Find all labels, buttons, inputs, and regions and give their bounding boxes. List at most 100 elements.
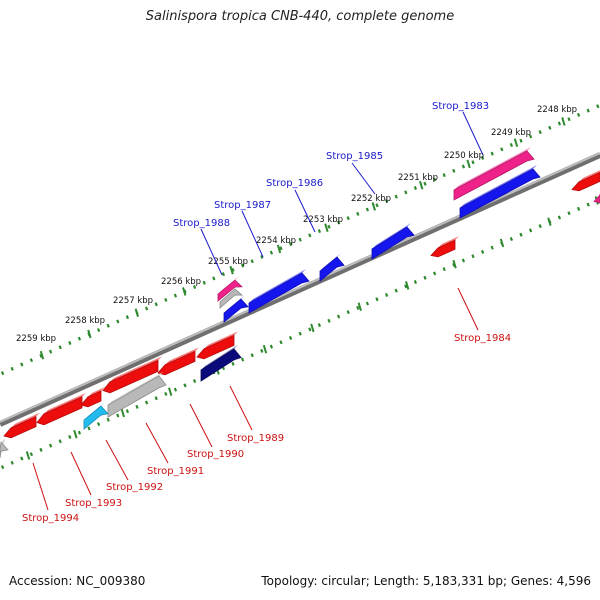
gene-arrow-top [454, 146, 531, 190]
gene-strop-1990-red[interactable] [196, 331, 238, 360]
gene-arrow-body [81, 391, 101, 407]
gene-strop-1992[interactable] [83, 402, 109, 430]
minor-tick [557, 215, 562, 220]
gene-edge-left-gray[interactable] [0, 438, 9, 459]
gene-label-strop-1991[interactable]: Strop_1991 [147, 466, 204, 477]
gene-strop-1988-pink[interactable] [217, 276, 243, 302]
gene-arrow-body [431, 240, 455, 257]
minor-tick [509, 237, 514, 241]
minor-tick [231, 361, 235, 366]
gene-strop-1983-blue[interactable] [459, 164, 541, 219]
gene-label-strop-1990[interactable]: Strop_1990 [187, 449, 244, 460]
minor-tick [48, 443, 53, 448]
major-tick [452, 259, 457, 269]
minor-tick [336, 220, 341, 225]
minor-tick [442, 173, 446, 178]
gene-strop-1988-blue[interactable] [223, 295, 249, 323]
gene-strop-1992-red[interactable] [80, 387, 105, 408]
major-tick [87, 329, 92, 339]
leader-strop-1992 [105, 439, 129, 481]
minor-tick [356, 305, 360, 310]
scale-label-2252: 2252 kbp [351, 194, 391, 204]
minor-tick [192, 379, 197, 384]
gene-label-strop-1989[interactable]: Strop_1989 [227, 433, 284, 444]
minor-tick [125, 315, 130, 320]
gene-label-strop-1988[interactable]: Strop_1988 [173, 218, 230, 229]
minor-tick [394, 288, 398, 293]
gene-label-strop-1986[interactable]: Strop_1986 [266, 178, 323, 189]
gene-label-strop-1994[interactable]: Strop_1994 [22, 513, 79, 524]
major-tick [419, 180, 424, 190]
minor-tick [192, 285, 197, 290]
minor-tick [375, 203, 379, 208]
minor-tick [173, 293, 178, 298]
major-tick [182, 287, 187, 296]
gene-strop-1985[interactable] [371, 223, 415, 260]
minor-tick [404, 284, 408, 289]
minor-tick [144, 306, 149, 311]
minor-tick [480, 249, 485, 254]
major-tick [405, 281, 410, 290]
scale-label-2249: 2249 kbp [491, 128, 531, 138]
gene-arrow-body [372, 227, 414, 259]
gene-strop-1986[interactable] [319, 253, 345, 282]
major-tick [120, 408, 125, 418]
major-tick [466, 159, 471, 169]
gene-edge-right-pink[interactable] [593, 190, 600, 204]
minor-tick [231, 267, 235, 272]
gene-strop-1983-pink[interactable] [453, 146, 535, 201]
major-tick [371, 202, 376, 211]
leader-strop-1989 [229, 385, 253, 431]
minor-tick [317, 229, 322, 234]
gene-edge-right-red[interactable] [571, 168, 600, 192]
gene-label-strop-1983[interactable]: Strop_1983 [432, 101, 489, 112]
minor-tick [567, 211, 571, 216]
tick-tracks [0, 104, 600, 470]
gene-label-strop-1987[interactable]: Strop_1987 [214, 200, 271, 211]
genome-backbone [0, 152, 600, 427]
gene-arrow-top [88, 387, 105, 397]
gene-arrow-outline [430, 239, 456, 258]
gene-label-strop-1992[interactable]: Strop_1992 [106, 482, 163, 493]
gene-label-strop-1984[interactable]: Strop_1984 [454, 333, 511, 344]
minor-tick [538, 224, 542, 229]
minor-tick [106, 417, 110, 422]
minor-tick [240, 263, 245, 268]
leader-strop-1993 [70, 451, 92, 496]
minor-tick [154, 302, 158, 307]
minor-tick [509, 143, 514, 147]
gene-strop-1988-gray[interactable] [219, 284, 244, 309]
minor-tick [461, 258, 466, 263]
gene-strop-1990-red2[interactable] [157, 347, 199, 376]
minor-tick [48, 349, 53, 354]
minor-tick [250, 259, 254, 264]
minor-tick [327, 224, 331, 229]
gene-arrow-top [204, 331, 238, 349]
gene-arrow-outline [219, 288, 244, 309]
gene-label-strop-1993[interactable]: Strop_1993 [65, 498, 122, 509]
minor-tick [58, 345, 62, 350]
gene-strop-1991-red[interactable] [102, 356, 162, 394]
gene-strop-1984[interactable] [430, 236, 459, 258]
minor-tick [317, 323, 322, 328]
gene-arrow-outline [453, 150, 535, 201]
gene-arrow-outline [371, 226, 415, 260]
major-tick [168, 387, 173, 396]
gene-arrow-body [158, 351, 195, 375]
gene-arrow-body [224, 299, 248, 322]
gene-strop-1989[interactable] [200, 344, 242, 382]
minor-tick [106, 323, 110, 328]
gene-strop-1987[interactable] [248, 268, 310, 314]
gene-strop-1994[interactable] [3, 412, 40, 439]
minor-tick [394, 194, 398, 199]
gene-strop-1993[interactable] [36, 392, 86, 426]
minor-tick [87, 426, 91, 431]
gene-strop-1991[interactable] [107, 371, 167, 418]
gene-arrow-body [4, 416, 36, 438]
major-tick [25, 451, 31, 460]
gene-arrow-body [460, 168, 540, 218]
minor-tick [336, 314, 341, 319]
gene-label-strop-1985[interactable]: Strop_1985 [326, 151, 383, 162]
minor-tick [576, 112, 581, 117]
minor-tick [96, 328, 101, 333]
